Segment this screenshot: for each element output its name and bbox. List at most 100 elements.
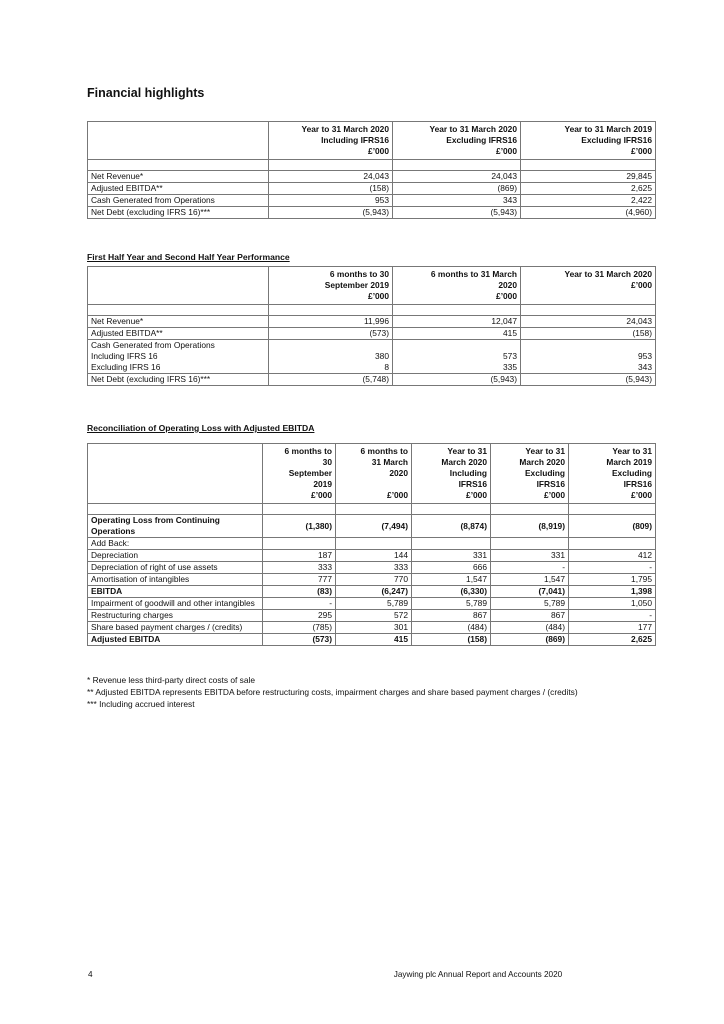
value-cell: (83)	[262, 585, 336, 598]
row-label: Operating Loss from Continuing Operation…	[87, 514, 263, 538]
value-cell: 295	[262, 609, 336, 622]
value-cell: 5,789	[335, 597, 412, 610]
value-cell: 953	[268, 194, 393, 207]
blank-cell	[268, 159, 393, 171]
value-cell: -	[490, 561, 569, 574]
value-cell: 177	[568, 621, 656, 634]
footnote-2: ** Adjusted EBITDA represents EBITDA bef…	[87, 686, 578, 697]
table-row: Operating Loss from Continuing Operation…	[87, 514, 656, 538]
value-cell: 5,789	[411, 597, 491, 610]
table-row: EBITDA (83) (6,247) (6,330) (7,041) 1,398	[87, 585, 656, 598]
blank-cell	[268, 304, 393, 316]
value-cell: 12,047	[392, 315, 521, 328]
value-cell: (484)	[411, 621, 491, 634]
value-cell: 777	[262, 573, 336, 586]
section-title-reconciliation: Reconciliation of Operating Loss with Ad…	[87, 423, 315, 433]
value-cell	[411, 537, 491, 550]
value-cell: (809)	[568, 514, 656, 538]
column-header: Year to 31 March 2019 Excluding IFRS16 £…	[568, 443, 656, 504]
value-cell: 24,043	[268, 170, 393, 183]
table-row: Amortisation of intangibles 777 770 1,547 1,…	[87, 573, 656, 586]
value-cell: (484)	[490, 621, 569, 634]
blank-cell	[392, 159, 521, 171]
table-row: Cash Generated from Operations 953 343 2,42…	[87, 194, 656, 207]
column-header: 6 months to 31 March 2020 £’000	[335, 443, 412, 504]
blank-cell	[262, 503, 336, 515]
column-header	[87, 443, 263, 504]
value-cell: (869)	[392, 182, 521, 195]
footer-text: Jaywing plc Annual Report and Accounts 2…	[393, 970, 563, 979]
section-title-half-year: First Half Year and Second Half Year Per…	[87, 252, 290, 262]
table-row: Adjusted EBITDA (573) 415 (158) (869) 2,625	[87, 633, 656, 646]
blank-cell	[520, 304, 656, 316]
table-row: Net Debt (excluding IFRS 16)*** (5,748) (5…	[87, 373, 656, 386]
value-cell: 24,043	[392, 170, 521, 183]
value-cell: 1,795	[568, 573, 656, 586]
value-cell: (4,960)	[520, 206, 656, 219]
row-label: Net Debt (excluding IFRS 16)***	[87, 206, 269, 219]
column-header: Year to 31 March 2020 Excluding IFRS16 £…	[392, 121, 521, 160]
value-cell: 953 343	[520, 339, 656, 374]
value-cell: 2,625	[568, 633, 656, 646]
blank-row	[87, 159, 656, 171]
value-cell: (785)	[262, 621, 336, 634]
blank-cell	[87, 304, 269, 316]
page-number: 4	[88, 970, 93, 979]
half-year-performance-table: 6 months to 30 September 2019 £’000 6 mon…	[87, 266, 656, 386]
value-cell: 867	[490, 609, 569, 622]
table-row: Add Back:	[87, 537, 656, 550]
header-row: Year to 31 March 2020 Including IFRS16 £…	[87, 121, 656, 160]
value-cell: 331	[411, 549, 491, 562]
value-cell: (573)	[262, 633, 336, 646]
row-label: Amortisation of intangibles	[87, 573, 263, 586]
footnotes: * Revenue less third-party direct costs …	[87, 675, 667, 710]
value-cell: 1,547	[411, 573, 491, 586]
value-cell: (5,748)	[268, 373, 393, 386]
value-cell: 5,789	[490, 597, 569, 610]
value-cell: -	[568, 561, 656, 574]
row-label: Restructuring charges	[87, 609, 263, 622]
value-cell: 415	[335, 633, 412, 646]
value-cell: 2,625	[520, 182, 656, 195]
table-row: Depreciation 187 144 331 331 412	[87, 549, 656, 562]
blank-cell	[490, 503, 569, 515]
value-cell: 1,050	[568, 597, 656, 610]
value-cell: 380 8	[268, 339, 393, 374]
blank-row	[87, 503, 656, 515]
value-cell: 412	[568, 549, 656, 562]
blank-cell	[520, 159, 656, 171]
blank-cell	[87, 159, 269, 171]
value-cell: 333	[335, 561, 412, 574]
row-label: Net Debt (excluding IFRS 16)***	[87, 373, 269, 386]
value-cell: (158)	[520, 327, 656, 340]
column-header	[87, 266, 269, 305]
column-header: Year to 31 March 2020 Including IFRS16 £…	[411, 443, 491, 504]
footnote-1: * Revenue less third-party direct costs …	[87, 675, 256, 685]
table-row: Restructuring charges 295 572 867 867-	[87, 609, 656, 622]
column-header	[87, 121, 269, 160]
column-header: Year to 31 March 2019 Excluding IFRS16 £…	[520, 121, 656, 160]
blank-cell	[87, 503, 263, 515]
value-cell: (5,943)	[392, 206, 521, 219]
value-cell: 867	[411, 609, 491, 622]
header-row: 6 months to 30 September 2019 £’000 6 mon…	[87, 443, 656, 504]
column-header: Year to 31 March 2020 Including IFRS16 £…	[268, 121, 393, 160]
value-cell: (573)	[268, 327, 393, 340]
value-cell: 24,043	[520, 315, 656, 328]
row-label: Share based payment charges / (credits)	[87, 621, 263, 634]
column-header: 6 months to 30 September 2019 £’000	[262, 443, 336, 504]
value-cell: (869)	[490, 633, 569, 646]
value-cell: (158)	[268, 182, 393, 195]
value-cell: 770	[335, 573, 412, 586]
value-cell: (6,330)	[411, 585, 491, 598]
row-label: Adjusted EBITDA**	[87, 327, 269, 340]
column-header: Year to 31 March 2020 Excluding IFRS16 £…	[490, 443, 569, 504]
blank-cell	[392, 304, 521, 316]
table-row: Depreciation of right of use assets 333 33…	[87, 561, 656, 574]
blank-cell	[411, 503, 491, 515]
blank-row	[87, 304, 656, 316]
value-cell: 572	[335, 609, 412, 622]
value-cell: (7,041)	[490, 585, 569, 598]
table-row: Impairment of goodwill and other intangi…	[87, 597, 656, 610]
value-cell: (158)	[411, 633, 491, 646]
